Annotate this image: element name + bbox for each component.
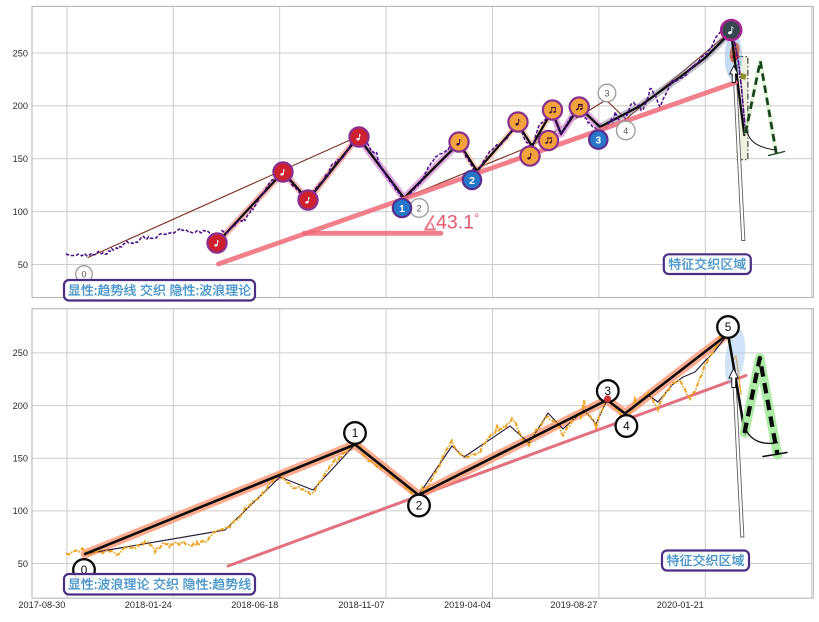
svg-text:2018-11-07: 2018-11-07	[338, 600, 384, 610]
svg-text:200: 200	[13, 101, 28, 111]
svg-text:250: 250	[13, 48, 28, 58]
svg-text:2: 2	[469, 175, 475, 187]
svg-text:4: 4	[623, 419, 630, 433]
svg-text:150: 150	[13, 154, 28, 164]
svg-text:2: 2	[416, 204, 421, 214]
svg-text:1: 1	[399, 203, 405, 215]
svg-text:2019-04-04: 2019-04-04	[444, 600, 491, 610]
svg-text:250: 250	[13, 348, 28, 358]
svg-text:4: 4	[623, 126, 628, 136]
svg-text:0: 0	[81, 563, 88, 577]
svg-text:2017-08-30: 2017-08-30	[18, 600, 65, 610]
svg-text:2018-06-18: 2018-06-18	[231, 600, 278, 610]
svg-text:2019-08-27: 2019-08-27	[550, 600, 597, 610]
svg-text:150: 150	[13, 454, 28, 464]
svg-text:100: 100	[13, 207, 28, 217]
svg-text:0: 0	[81, 270, 86, 280]
svg-text:50: 50	[18, 260, 28, 270]
svg-text:43.1°: 43.1°	[436, 211, 479, 234]
svg-text:100: 100	[13, 506, 28, 516]
svg-text:1: 1	[352, 426, 359, 440]
svg-text:200: 200	[13, 401, 28, 411]
svg-text:2018-01-24: 2018-01-24	[125, 600, 172, 610]
svg-text:50: 50	[18, 559, 28, 569]
svg-text:2020-01-21: 2020-01-21	[657, 600, 704, 610]
svg-text:3: 3	[595, 135, 601, 147]
svg-text:3: 3	[605, 384, 612, 398]
svg-text:5: 5	[725, 320, 732, 334]
svg-text:2: 2	[416, 499, 423, 513]
svg-text:3: 3	[604, 89, 609, 99]
